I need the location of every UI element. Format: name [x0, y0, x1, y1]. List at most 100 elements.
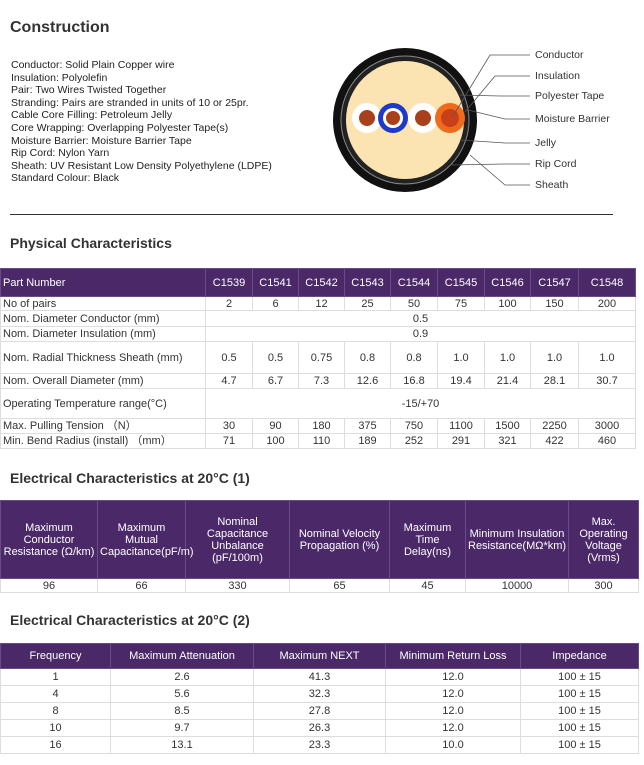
diagram-label: Moisture Barrier [535, 113, 610, 125]
cell: 8 [0, 702, 111, 720]
cell: 9.7 [110, 719, 254, 737]
header-cell: C1541 [252, 268, 299, 297]
cell: 28.1 [530, 373, 579, 389]
cell: 100 ± 15 [520, 702, 639, 720]
cell: 100 ± 15 [520, 668, 639, 686]
row: 10 9.7 26.3 12.0 100 ± 15 [0, 719, 639, 737]
row: Operating Temperature range(°C) -15/+70 [0, 388, 636, 419]
row: 8 8.5 27.8 12.0 100 ± 15 [0, 702, 639, 720]
cell: 189 [344, 433, 391, 449]
conductor [441, 109, 459, 127]
header-cell: C1542 [298, 268, 345, 297]
cell: 50 [390, 296, 438, 311]
header-cell: Maximum Time Delay(ns) [389, 500, 466, 579]
cell: 150 [530, 296, 579, 311]
cell: 375 [344, 418, 391, 434]
cell: 32.3 [253, 685, 386, 703]
row: 1 2.6 41.3 12.0 100 ± 15 [0, 668, 639, 686]
cell: 66 [97, 578, 186, 593]
row: Nom. Radial Thickness Sheath (mm) 0.5 0.5 0… [0, 341, 636, 374]
cell: 1500 [484, 418, 531, 434]
cell: 45 [389, 578, 466, 593]
cell: 12 [298, 296, 345, 311]
cell: 12.0 [385, 685, 521, 703]
cell: Nom. Radial Thickness Sheath (mm) [0, 341, 206, 374]
cell: Min. Bend Radius (install) （mm） [0, 433, 206, 449]
physical-title: Physical Characteristics [10, 235, 172, 251]
cell: 1.0 [437, 341, 485, 374]
header-cell: C1545 [437, 268, 485, 297]
cell: 0.75 [298, 341, 345, 374]
row: Nom. Diameter Insulation (mm) 0.9 [0, 326, 636, 342]
conductor [386, 111, 400, 125]
header-row: Maximum Conductor Resistance (Ω/km) Maxim… [0, 500, 639, 579]
header-cell: Frequency [0, 643, 111, 669]
row: 96 66 330 65 45 10000 300 [0, 578, 639, 593]
header-cell: Minimum Insulation Resistance(MΩ*km) [465, 500, 569, 579]
row: Max. Pulling Tension （N） 30 90 180 375 750 110… [0, 418, 636, 434]
cell: 4 [0, 685, 111, 703]
cell: 41.3 [253, 668, 386, 686]
diagram-label: Sheath [535, 179, 568, 191]
diagram-label: Polyester Tape [535, 90, 604, 102]
cell: 12.0 [385, 668, 521, 686]
row: Nom. Overall Diameter (mm) 4.7 6.7 7.3 12.6 1… [0, 373, 636, 389]
cell: 16.8 [390, 373, 438, 389]
cell: 26.3 [253, 719, 386, 737]
construction-item: Cable Core Filling: Petroleum Jelly [11, 109, 173, 122]
cell: 460 [578, 433, 636, 449]
cell: 8.5 [110, 702, 254, 720]
cell: 1100 [437, 418, 485, 434]
header-cell: Maximum Mutual Capacitance(pF/m) [97, 500, 194, 579]
cell: 2.6 [110, 668, 254, 686]
cell: 0.5 [205, 310, 636, 327]
cell: 100 ± 15 [520, 685, 639, 703]
header-row: Part Number C1539 C1541 C1542 C1543 C1544 C154… [0, 268, 636, 297]
row: Nom. Diameter Conductor (mm) 0.5 [0, 310, 636, 327]
construction-item: Stranding: Pairs are stranded in units o… [11, 96, 249, 109]
cell: 1.0 [578, 341, 636, 374]
electrical2-table: Frequency Maximum Attenuation Maximum NEXT… [0, 643, 639, 754]
diagram-label: Rip Cord [535, 158, 577, 170]
header-cell: C1539 [205, 268, 253, 297]
cell: 0.9 [205, 326, 636, 342]
construction-item: Insulation: Polyolefin [11, 71, 108, 84]
construction-item: Core Wrapping: Overlapping Polyester Tap… [11, 121, 229, 134]
cell: 5.6 [110, 685, 254, 703]
electrical1-title: Electrical Characteristics at 20°C (1) [10, 470, 250, 486]
cell: 10000 [465, 578, 569, 593]
conductor [359, 110, 375, 126]
cell: 90 [252, 418, 299, 434]
cell: 0.5 [205, 341, 253, 374]
header-cell: C1543 [344, 268, 391, 297]
cell: Nom. Diameter Insulation (mm) [0, 326, 206, 342]
cell: Nom. Overall Diameter (mm) [0, 373, 206, 389]
cell: Max. Pulling Tension （N） [0, 418, 206, 434]
cell: 10.0 [385, 736, 521, 754]
cell: 27.8 [253, 702, 386, 720]
cell: 12.0 [385, 719, 521, 737]
cell: Nom. Diameter Conductor (mm) [0, 310, 206, 327]
cell: 23.3 [253, 736, 386, 754]
cell: 10 [0, 719, 111, 737]
row: 16 13.1 23.3 10.0 100 ± 15 [0, 736, 639, 754]
cell: 100 [484, 296, 531, 311]
cell: 321 [484, 433, 531, 449]
construction-item: Rip Cord: Nylon Yarn [11, 147, 110, 160]
cell: 30.7 [578, 373, 636, 389]
cell: Operating Temperature range(°C) [0, 388, 206, 419]
cell: 12.0 [385, 702, 521, 720]
cell: 330 [185, 578, 290, 593]
cell: 19.4 [437, 373, 485, 389]
header-row: Frequency Maximum Attenuation Maximum NEXT… [0, 643, 639, 669]
cell: 1.0 [484, 341, 531, 374]
construction-item: Standard Colour: Black [11, 172, 119, 185]
header-cell: C1544 [390, 268, 438, 297]
cell: 0.8 [344, 341, 391, 374]
header-cell: Maximum NEXT [253, 643, 386, 669]
cell: 6.7 [252, 373, 299, 389]
construction-item: Pair: Two Wires Twisted Together [11, 84, 167, 97]
construction-item: Conductor: Solid Plain Copper wire [11, 59, 175, 71]
cell: 110 [298, 433, 345, 449]
cell: 75 [437, 296, 485, 311]
